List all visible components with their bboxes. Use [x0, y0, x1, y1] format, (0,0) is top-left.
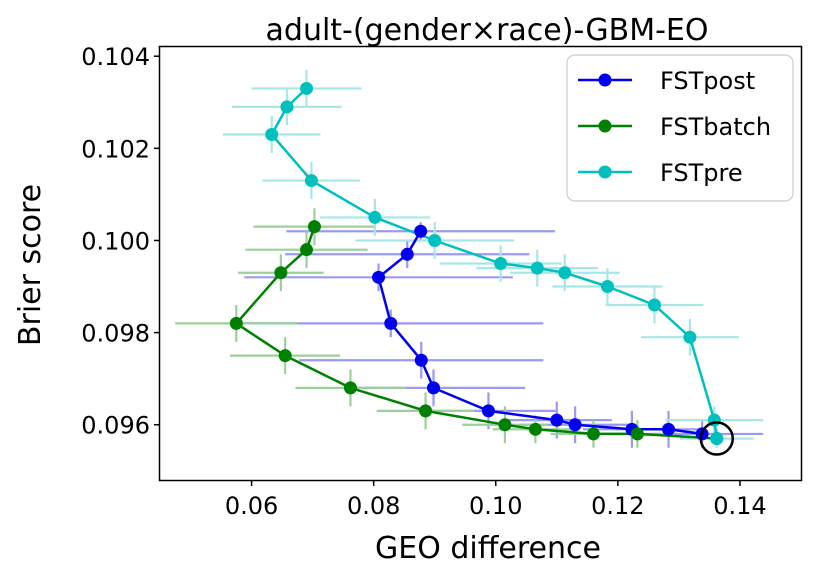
fstbatch-point [498, 418, 512, 432]
fstbatch-point [630, 427, 644, 441]
fstpre-point [300, 81, 314, 95]
y-tick-label: 0.100 [81, 227, 150, 255]
fstbatch-point [528, 422, 542, 436]
legend: FSTpost FSTbatch FSTpre [566, 54, 794, 202]
fstpost-point [662, 422, 676, 436]
fstbatch-point [586, 427, 600, 441]
fstpre-point [647, 298, 661, 312]
fstbatch-point [229, 316, 243, 330]
y-axis-label: Brier score [13, 184, 48, 346]
x-tick-label: 0.12 [591, 492, 644, 520]
fstpre-point [428, 233, 442, 247]
legend-marker-fstpost [598, 73, 612, 87]
fstpost-point [481, 404, 495, 418]
fstpre-point [280, 100, 294, 114]
fstpost-point [550, 413, 564, 427]
chart-title: adult-(gender×race)-GBM-EO [266, 13, 709, 48]
x-tick-label: 0.06 [225, 492, 278, 520]
highlight-circle [699, 421, 735, 456]
fstbatch-point [278, 349, 292, 363]
fstpost-point [414, 353, 428, 367]
fstbatch-point [300, 243, 314, 257]
fstpre-point [558, 266, 572, 280]
fstpost-point [400, 247, 414, 261]
fstpost-point [568, 418, 582, 432]
fstbatch-point [274, 266, 288, 280]
legend-marker-fstbatch [598, 119, 612, 133]
legend-marker-fstpre [598, 165, 612, 179]
fstpost-point [372, 270, 386, 284]
x-axis-label: GEO difference [375, 531, 601, 566]
fstpre-point [600, 280, 614, 294]
y-tick-label: 0.098 [81, 320, 150, 348]
y-axis-ticks: 0.096 0.098 0.100 0.102 0.104 [81, 43, 160, 440]
fstbatch-point [343, 381, 357, 395]
fstpre-point [530, 261, 544, 275]
fstbatch-point [307, 220, 321, 234]
y-tick-label: 0.102 [81, 135, 150, 163]
plot-frame [158, 45, 803, 482]
legend-box [566, 54, 794, 202]
legend-label-fstpre: FSTpre [660, 159, 743, 187]
x-axis-ticks: 0.06 0.08 0.10 0.12 0.14 [225, 480, 767, 520]
fstpost-point [426, 381, 440, 395]
fstpost-point [384, 316, 398, 330]
fstpre-point [710, 432, 724, 446]
legend-label-fstpost: FSTpost [660, 67, 755, 95]
y-tick-label: 0.096 [81, 412, 150, 440]
y-tick-label: 0.104 [81, 43, 150, 71]
fstpre-point [683, 330, 697, 344]
legend-label-fstbatch: FSTbatch [660, 113, 771, 141]
fstpre-point [304, 174, 318, 188]
fstpre-point [265, 128, 279, 142]
fstpre-line [270, 87, 719, 439]
fstpre-point [494, 257, 508, 270]
x-tick-label: 0.08 [347, 492, 400, 520]
fstpre-point [368, 210, 382, 224]
x-tick-label: 0.10 [469, 492, 522, 520]
fstbatch-point [419, 404, 433, 418]
fstpost-point [414, 224, 428, 238]
x-tick-label: 0.14 [713, 492, 766, 520]
